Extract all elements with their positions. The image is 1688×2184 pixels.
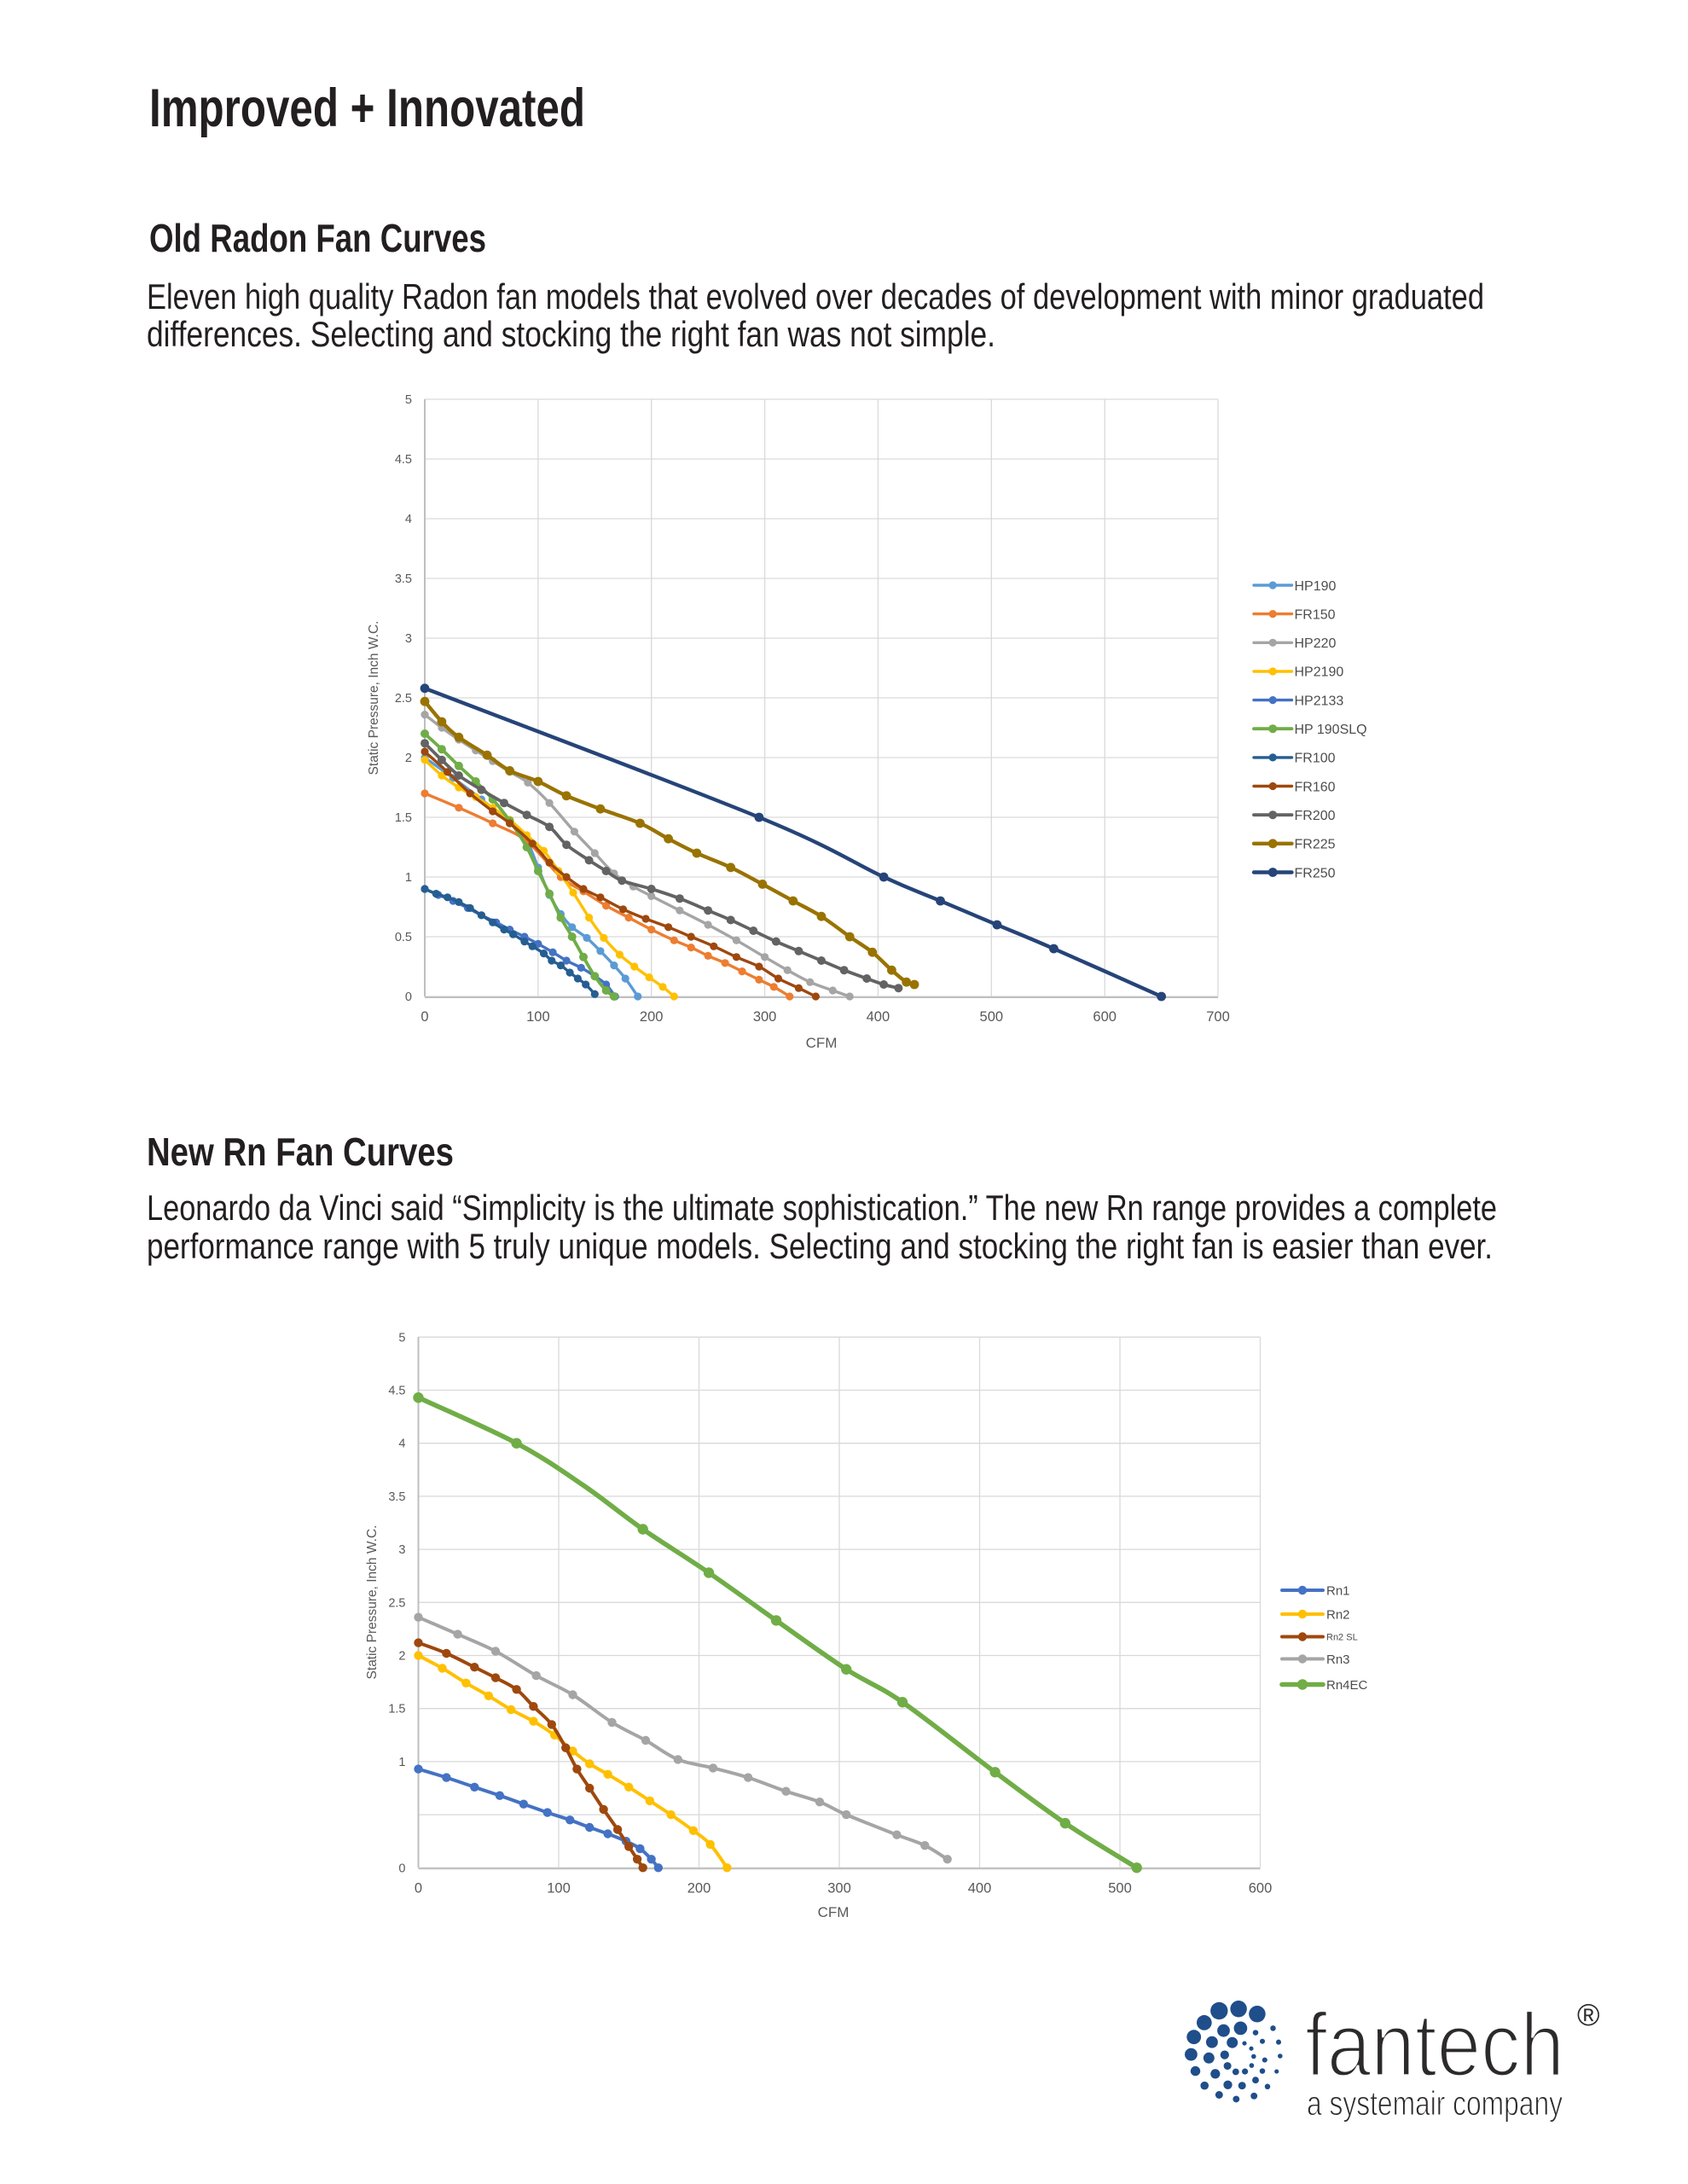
svg-text:a systemair company: a systemair company [1307,2085,1563,2123]
svg-text:HP2133: HP2133 [1295,694,1344,708]
svg-text:1: 1 [405,871,412,885]
svg-text:100: 100 [526,1009,550,1025]
svg-text:3: 3 [405,632,412,646]
svg-text:®: ® [1577,1997,1600,2032]
svg-text:FR225: FR225 [1295,838,1336,852]
svg-text:HP220: HP220 [1295,636,1337,651]
svg-text:FR160: FR160 [1295,780,1336,794]
svg-text:100: 100 [547,1880,571,1896]
svg-text:FR100: FR100 [1295,752,1336,766]
svg-text:3.5: 3.5 [395,572,412,586]
svg-text:500: 500 [980,1009,1004,1025]
svg-text:Leonardo da Vinci said “Simpli: Leonardo da Vinci said “Simplicity is th… [147,1188,1497,1228]
svg-text:3: 3 [398,1543,405,1557]
svg-text:600: 600 [1093,1009,1117,1025]
svg-text:HP2190: HP2190 [1295,665,1344,680]
svg-text:CFM: CFM [818,1904,850,1920]
svg-text:5: 5 [398,1331,405,1345]
svg-text:400: 400 [867,1009,890,1025]
svg-text:FR150: FR150 [1295,607,1336,622]
svg-text:Rn1: Rn1 [1326,1583,1350,1598]
svg-text:200: 200 [687,1880,711,1896]
svg-text:300: 300 [827,1880,851,1896]
svg-text:Rn3: Rn3 [1326,1653,1350,1667]
svg-text:HP 190SLQ: HP 190SLQ [1295,723,1367,737]
svg-text:700: 700 [1206,1009,1230,1025]
svg-text:600: 600 [1249,1880,1273,1896]
svg-text:differences. Selecting and sto: differences. Selecting and stocking the … [147,314,995,354]
svg-text:performance range with 5 truly: performance range with 5 truly unique mo… [147,1226,1493,1266]
svg-text:4.5: 4.5 [388,1385,405,1398]
svg-text:Eleven high quality Radon fan: Eleven high quality Radon fan models tha… [147,276,1484,317]
svg-text:HP190: HP190 [1295,579,1337,594]
svg-text:1: 1 [398,1756,405,1769]
svg-text:fantech: fantech [1305,1995,1564,2095]
svg-text:0: 0 [405,990,412,1004]
svg-text:2.5: 2.5 [395,692,412,706]
svg-text:2: 2 [405,752,412,765]
svg-text:Rn4EC: Rn4EC [1326,1678,1368,1693]
svg-text:FR200: FR200 [1295,809,1336,823]
svg-text:1.5: 1.5 [395,811,412,825]
svg-text:200: 200 [640,1009,664,1025]
svg-text:Improved + Innovated: Improved + Innovated [149,78,585,138]
svg-text:300: 300 [753,1009,777,1025]
svg-text:4: 4 [405,513,412,526]
svg-text:3.5: 3.5 [388,1490,405,1504]
svg-text:0.5: 0.5 [395,931,412,944]
svg-text:Rn2 SL: Rn2 SL [1326,1633,1358,1643]
svg-text:4: 4 [398,1438,405,1451]
svg-text:4.5: 4.5 [395,453,412,467]
svg-text:Old Radon Fan Curves: Old Radon Fan Curves [149,216,486,260]
svg-text:500: 500 [1108,1880,1132,1896]
svg-text:400: 400 [968,1880,992,1896]
svg-text:2.5: 2.5 [388,1596,405,1610]
svg-text:1.5: 1.5 [388,1703,405,1716]
svg-text:0: 0 [398,1862,405,1875]
svg-text:0: 0 [415,1880,422,1896]
svg-text:New Rn Fan Curves: New Rn Fan Curves [147,1130,454,1174]
svg-text:CFM: CFM [806,1035,838,1051]
svg-text:FR250: FR250 [1295,866,1336,880]
svg-text:Static Pressure, Inch W.C.: Static Pressure, Inch W.C. [367,621,381,775]
svg-text:Static Pressure, Inch W.C.: Static Pressure, Inch W.C. [365,1525,380,1680]
svg-text:2: 2 [398,1650,405,1664]
svg-text:5: 5 [405,393,412,407]
svg-text:Rn2: Rn2 [1326,1607,1350,1622]
svg-text:0: 0 [421,1009,428,1025]
